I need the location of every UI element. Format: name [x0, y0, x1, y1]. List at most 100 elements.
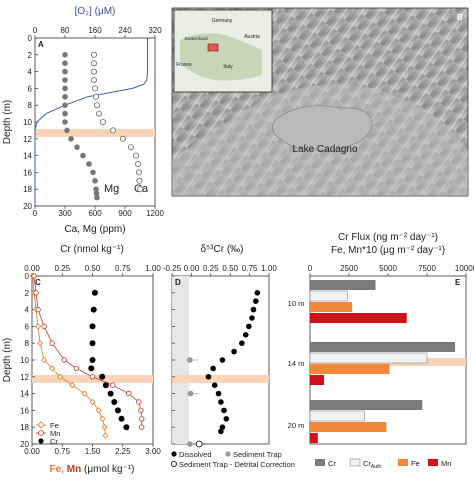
bar-cr [310, 400, 423, 410]
bar-cr-auth [309, 290, 348, 302]
cr-point [89, 357, 96, 363]
panel-c-y-tick-label: 20 [20, 440, 29, 449]
panel-c-unit-label: (μmol kg⁻¹) [84, 464, 134, 475]
mg-point [74, 144, 80, 150]
mn-point [126, 390, 132, 397]
mn-point [109, 382, 116, 388]
legend-sediment-trap: Sediment Trap [233, 450, 282, 459]
fe-point [37, 340, 44, 347]
panel-d-top-ticks: -0.25 0.00 0.25 0.50 0.75 1.00 [163, 264, 277, 276]
bar-fe [310, 422, 387, 432]
panel-d-top-tick-label: 0.25 [203, 264, 219, 273]
ca-point [91, 51, 98, 58]
panel-a-top-axis-label: [O₂] (μM) [75, 6, 116, 17]
panel-a-top-tick-label: 80 [61, 26, 70, 35]
panel-c-bottom-ticks: 0.00 0.75 1.50 2.25 3.00 [24, 444, 161, 456]
fe-point [81, 390, 88, 397]
cr-point [102, 382, 109, 389]
panel-d-letter: D [175, 278, 181, 287]
cr-point [89, 323, 96, 330]
ca-point [91, 77, 98, 84]
mg-point [62, 110, 68, 117]
inset-label-austria: Austria [244, 34, 260, 40]
bar-cr-auth [309, 410, 365, 422]
bar-fe [310, 302, 353, 312]
mn-point [89, 374, 96, 380]
inset-label-switzerland: Switzerland [184, 36, 208, 41]
mg-point [93, 190, 100, 197]
mg-point [93, 186, 99, 192]
panel-c-bottom-tick-label: 2.25 [115, 447, 131, 456]
panel-a-bottom-tick-label: 300 [58, 209, 72, 218]
ca-point [135, 169, 142, 176]
inset-land [180, 33, 262, 81]
panel-c-y-tick-label: 18 [20, 423, 29, 432]
panel-d-top-tick-label: 1.00 [261, 264, 277, 273]
dissolved-point [242, 332, 249, 338]
dissolved-point [231, 348, 237, 355]
dissolved-point [223, 416, 230, 422]
panel-e-top-tick-label: 0 [308, 264, 313, 273]
legend-detrital: Sediment Trap - Detrital Correction [179, 460, 295, 469]
panel-d-top-tick-label: -0.25 [163, 264, 182, 273]
fe-point [89, 398, 96, 406]
panel-a-top-tick-label: 320 [148, 26, 162, 35]
panel-c-top-tick-label: 0.75 [115, 264, 131, 273]
cr-point [91, 289, 98, 296]
bar-cr [310, 342, 456, 352]
mn-point [35, 306, 41, 313]
bar-cr-auth [309, 352, 428, 364]
panel-c-y-axis-label: Depth (m) [2, 338, 13, 382]
panel-a-bottom-tick-label: 900 [118, 209, 132, 218]
panel-c-y-tick-label: 14 [20, 390, 29, 399]
inset-label-germany: Germany [212, 18, 233, 24]
legend-crauth-swatch [349, 458, 361, 467]
fe-point [49, 365, 56, 372]
panel-e-marks [309, 280, 456, 443]
mg-point [90, 169, 96, 176]
panel-a-y-axis-label: Depth (m) [2, 100, 13, 144]
panel-a-y-tick-label: 6 [28, 84, 33, 93]
panel-c-top-tick-label: 0.50 [85, 264, 101, 273]
panel-c-legend: Fe Mn Cr [36, 421, 60, 446]
fe-point [69, 382, 76, 389]
dissolved-point [210, 365, 216, 372]
dissolved-point [250, 306, 257, 313]
o2-profile-line [34, 38, 148, 206]
mn-point [138, 407, 144, 414]
panel-d-y-ticks [172, 275, 175, 445]
ca-point [93, 93, 100, 100]
panel-a-bottom-tick-label: 1200 [146, 209, 164, 218]
panel-c-y-tick-label: 10 [20, 356, 29, 365]
cr-point [111, 399, 118, 405]
ca-point [100, 119, 107, 126]
panel-b-map: Lake Cadagno B Germany Switzerland Italy… [171, 7, 469, 197]
detrital-point [195, 440, 203, 448]
panel-c-y-tick-label: 8 [25, 339, 30, 348]
mn-point [136, 399, 142, 405]
depth-label-20m: 20 m [288, 421, 305, 430]
dissolved-point [221, 407, 227, 414]
legend-fe-bar-swatch [398, 459, 408, 466]
panel-c-y-tick-label: 0 [25, 272, 30, 281]
dissolved-point [239, 340, 245, 347]
mg-point [86, 161, 92, 167]
mg-point [92, 178, 98, 184]
legend-e-crauth: CrAuth [363, 459, 381, 470]
ca-point [92, 85, 99, 92]
panel-c-y-tick-label: 2 [25, 289, 30, 298]
panel-a-y-tick-label: 20 [23, 202, 32, 211]
mg-point [62, 77, 68, 83]
cr-point [88, 365, 95, 372]
panel-d: D δ⁵³Cr (‰) -0.25 0.00 0.25 0.50 0.75 1.00 Di… [163, 244, 295, 469]
panel-a-y-tick-label: 18 [23, 185, 32, 194]
dissolved-point [254, 290, 261, 296]
cr-point [107, 390, 114, 397]
panel-e-top-axis-label-1: Cr Flux (ng m⁻² day⁻¹) [338, 232, 438, 243]
dissolved-point [246, 323, 252, 330]
mn-point [61, 357, 67, 363]
mg-point [62, 68, 68, 75]
panel-e-letter: E [455, 278, 461, 287]
sediment-trap-point [187, 441, 193, 447]
